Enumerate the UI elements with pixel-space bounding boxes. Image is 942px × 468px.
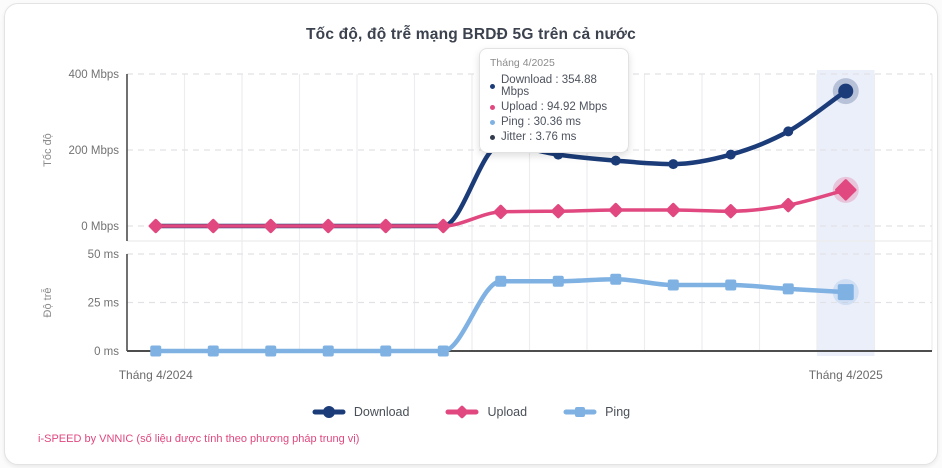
- data-point-ping: [150, 345, 162, 357]
- y-tick-label: 200 Mbps: [68, 145, 119, 157]
- data-point-upload: [321, 218, 336, 234]
- y-tick-label: 400 Mbps: [68, 69, 119, 81]
- data-point-upload: [206, 218, 221, 234]
- data-point-ping: [610, 273, 622, 285]
- y-tick-label: 50 ms: [88, 249, 120, 261]
- y-tick-label: 0 ms: [94, 346, 119, 358]
- tooltip-series-dot: [490, 104, 495, 110]
- tooltip-row: Ping : 30.36 ms: [490, 116, 618, 128]
- tooltip-row-text: Upload : 94.92 Mbps: [501, 101, 608, 113]
- data-point-ping: [725, 279, 737, 291]
- data-point-ping: [322, 345, 334, 357]
- data-point-download: [838, 83, 854, 99]
- y-axis-title: Tốc độ: [42, 133, 54, 167]
- data-point-ping: [265, 345, 277, 357]
- legend-label: Upload: [487, 405, 528, 419]
- legend-item-download[interactable]: Download: [312, 404, 410, 420]
- tooltip-series-dot: [490, 134, 495, 140]
- data-point-download: [725, 149, 736, 160]
- data-point-ping: [495, 275, 507, 287]
- data-point-upload: [666, 202, 681, 218]
- legend-label: Download: [353, 405, 410, 419]
- legend: Download Upload Ping: [5, 404, 937, 420]
- data-point-ping: [207, 345, 219, 357]
- chart-card: Tốc độ, độ trễ mạng BRDĐ 5G trên cả nước…: [4, 3, 938, 465]
- tooltip: Tháng 4/2025 Download : 354.88 Mbps Uploa…: [479, 48, 629, 153]
- tooltip-row: Jitter : 3.76 ms: [490, 131, 618, 143]
- data-point-ping: [782, 283, 794, 295]
- tooltip-rows: Download : 354.88 Mbps Upload : 94.92 Mbp…: [490, 74, 618, 143]
- data-point-ping: [667, 279, 679, 291]
- data-point-upload: [551, 204, 566, 219]
- tooltip-series-dot: [490, 119, 495, 125]
- data-point-upload: [378, 218, 393, 234]
- data-point-upload: [493, 204, 508, 220]
- legend-item-upload[interactable]: Upload: [445, 404, 527, 420]
- tooltip-row: Download : 354.88 Mbps: [490, 74, 618, 98]
- data-point-upload: [148, 218, 163, 234]
- tooltip-row-text: Download : 354.88 Mbps: [501, 74, 597, 98]
- circle-legend-marker-icon: [312, 406, 346, 418]
- data-point-upload: [436, 218, 451, 234]
- data-point-upload: [723, 204, 738, 219]
- data-point-ping: [437, 345, 449, 357]
- data-point-download: [783, 126, 794, 137]
- legend-item-ping[interactable]: Ping: [563, 404, 630, 420]
- y-tick-label: 25 ms: [88, 298, 120, 310]
- x-tick-label: Tháng 4/2025: [809, 368, 883, 382]
- footer-note: i-SPEED by VNNIC (số liệu được tính theo…: [38, 433, 360, 445]
- y-axis-title: Độ trễ: [41, 288, 54, 318]
- data-point-ping: [552, 275, 564, 287]
- tooltip-row-text: Ping : 30.36 ms: [501, 116, 581, 128]
- tooltip-title: Tháng 4/2025: [490, 57, 555, 69]
- tooltip-row: Upload : 94.92 Mbps: [490, 101, 618, 113]
- highlight-band: [817, 70, 875, 356]
- tooltip-series-dot: [490, 83, 495, 89]
- y-tick-label: 0 Mbps: [81, 221, 119, 233]
- tooltip-row-text: Jitter : 3.76 ms: [501, 131, 577, 143]
- square-legend-marker-icon: [563, 407, 597, 417]
- data-point-upload: [608, 202, 623, 218]
- diamond-legend-marker-icon: [445, 405, 479, 419]
- line-chart-canvas[interactable]: 400 Mbps 200 Mbps 0 Mbps Tốc độ 50 ms 25 ms 0 …: [5, 4, 939, 396]
- data-point-upload: [835, 179, 857, 201]
- data-point-upload: [781, 197, 796, 213]
- series-line-ping: [153, 276, 848, 354]
- chart-title: Tốc độ, độ trễ mạng BRDĐ 5G trên cả nước: [306, 26, 636, 43]
- data-point-download: [610, 155, 621, 166]
- data-point-ping: [837, 284, 854, 301]
- data-point-ping: [380, 345, 392, 357]
- data-point-upload: [263, 218, 278, 234]
- data-point-download: [668, 159, 679, 170]
- x-tick-label: Tháng 4/2024: [119, 368, 193, 382]
- legend-label: Ping: [605, 405, 631, 419]
